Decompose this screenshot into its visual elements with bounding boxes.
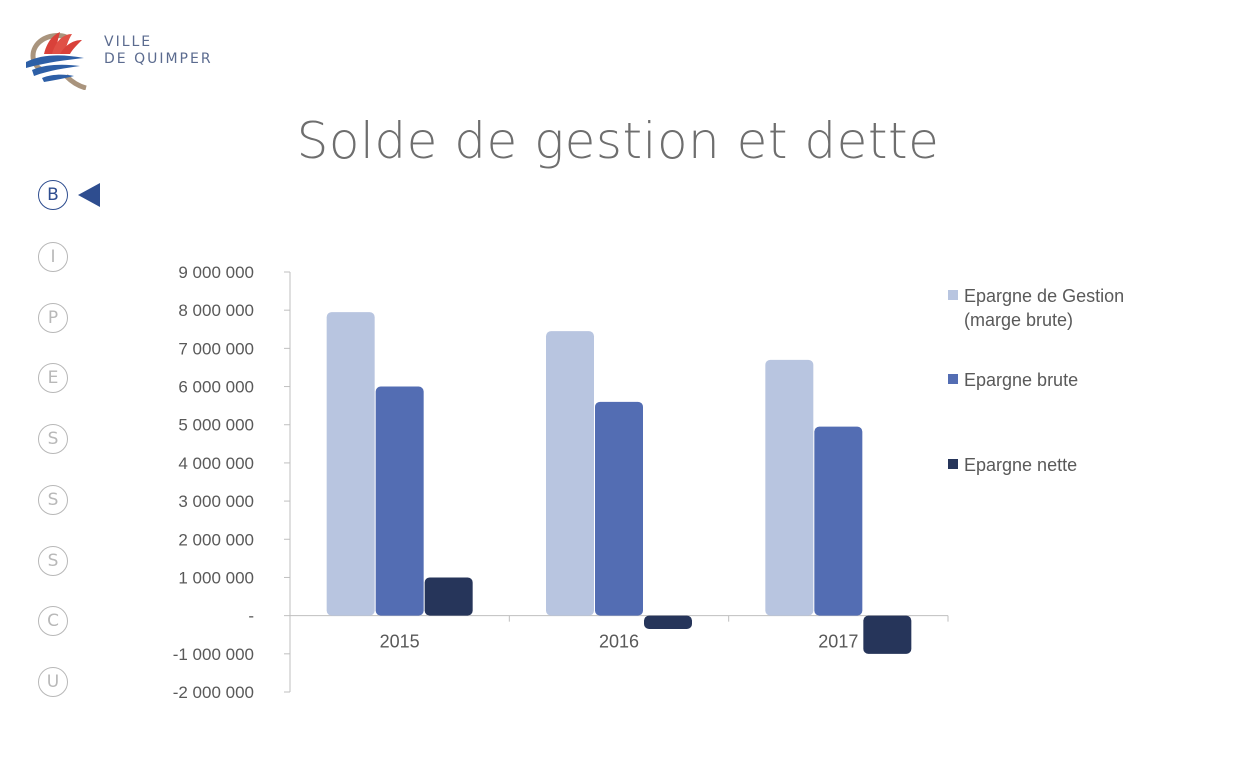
legend-item-epargne-nette: Epargne nette <box>948 453 1134 477</box>
nav-item-s1[interactable]: S <box>38 422 72 456</box>
y-tick-label: 7 000 000 <box>178 339 254 358</box>
section-nav: B I P E S S S C U <box>38 178 128 698</box>
x-tick-label-2015: 2015 <box>380 632 420 652</box>
nav-circle-s1: S <box>38 424 68 454</box>
x-tick-label-2017: 2017 <box>818 632 858 652</box>
bar-epargne-brute-2016 <box>595 401 643 616</box>
nav-item-s3[interactable]: S <box>38 544 72 578</box>
bar-epargne-nette-2017 <box>863 615 912 654</box>
y-tick-label: - <box>248 607 254 626</box>
nav-item-c[interactable]: C <box>38 604 72 638</box>
legend-label-epargne-brute: Epargne brute <box>964 370 1079 390</box>
legend-swatch-epargne-gestion <box>948 290 958 300</box>
bar-epargne-de-gestion-marge-brute--2015 <box>326 312 375 616</box>
quimper-emblem-icon <box>26 32 87 90</box>
legend-item-epargne-brute: Epargne brute <box>948 368 1134 392</box>
y-tick-label: 2 000 000 <box>178 530 254 549</box>
nav-circle-s2: S <box>38 485 68 515</box>
logo-line-1: VILLE <box>104 34 153 50</box>
y-tick-label: -1 000 000 <box>173 645 254 664</box>
nav-circle-u: U <box>38 667 68 697</box>
y-tick-label: 1 000 000 <box>178 568 254 587</box>
bar-epargne-nette-2016 <box>644 615 692 629</box>
active-arrow-icon <box>78 183 100 207</box>
x-tick-label-2016: 2016 <box>599 632 639 652</box>
bar-epargne-de-gestion-marge-brute--2016 <box>546 331 594 616</box>
bar-epargne-brute-2015 <box>375 386 424 616</box>
legend-label-epargne-gestion: Epargne de Gestion (marge brute) <box>964 286 1125 330</box>
legend-label-epargne-nette: Epargne nette <box>964 455 1078 475</box>
y-tick-label: -2 000 000 <box>173 683 254 702</box>
y-tick-label: 5 000 000 <box>178 416 254 435</box>
bar-epargne-brute-2017 <box>814 426 863 616</box>
logo: VILLE DE QUIMPER <box>22 24 232 90</box>
y-tick-label: 8 000 000 <box>178 301 254 320</box>
logo-text: VILLE DE QUIMPER <box>104 34 213 68</box>
y-tick-label: 9 000 000 <box>178 263 254 282</box>
bar-epargne-nette-2015 <box>424 577 473 616</box>
nav-item-u[interactable]: U <box>38 665 72 699</box>
nav-item-p[interactable]: P <box>38 301 72 335</box>
legend-item-epargne-gestion: Epargne de Gestion (marge brute) <box>948 284 1134 332</box>
legend-swatch-epargne-nette <box>948 459 958 469</box>
nav-item-s2[interactable]: S <box>38 483 72 517</box>
nav-circle-s3: S <box>38 546 68 576</box>
bar-epargne-de-gestion-marge-brute--2017 <box>765 359 814 616</box>
nav-circle-c: C <box>38 606 68 636</box>
y-tick-label: 3 000 000 <box>178 492 254 511</box>
nav-circle-e: E <box>38 363 68 393</box>
nav-item-b[interactable]: B <box>38 178 100 212</box>
logo-line-2: DE QUIMPER <box>104 51 213 67</box>
y-tick-label: 4 000 000 <box>178 454 254 473</box>
nav-item-e[interactable]: E <box>38 361 72 395</box>
page-title: Solde de gestion et dette <box>296 112 940 170</box>
nav-circle-p: P <box>38 303 68 333</box>
nav-circle-b: B <box>38 180 68 210</box>
nav-circle-i: I <box>38 242 68 272</box>
nav-item-i[interactable]: I <box>38 240 72 274</box>
y-tick-label: 6 000 000 <box>178 378 254 397</box>
legend-swatch-epargne-brute <box>948 374 958 384</box>
